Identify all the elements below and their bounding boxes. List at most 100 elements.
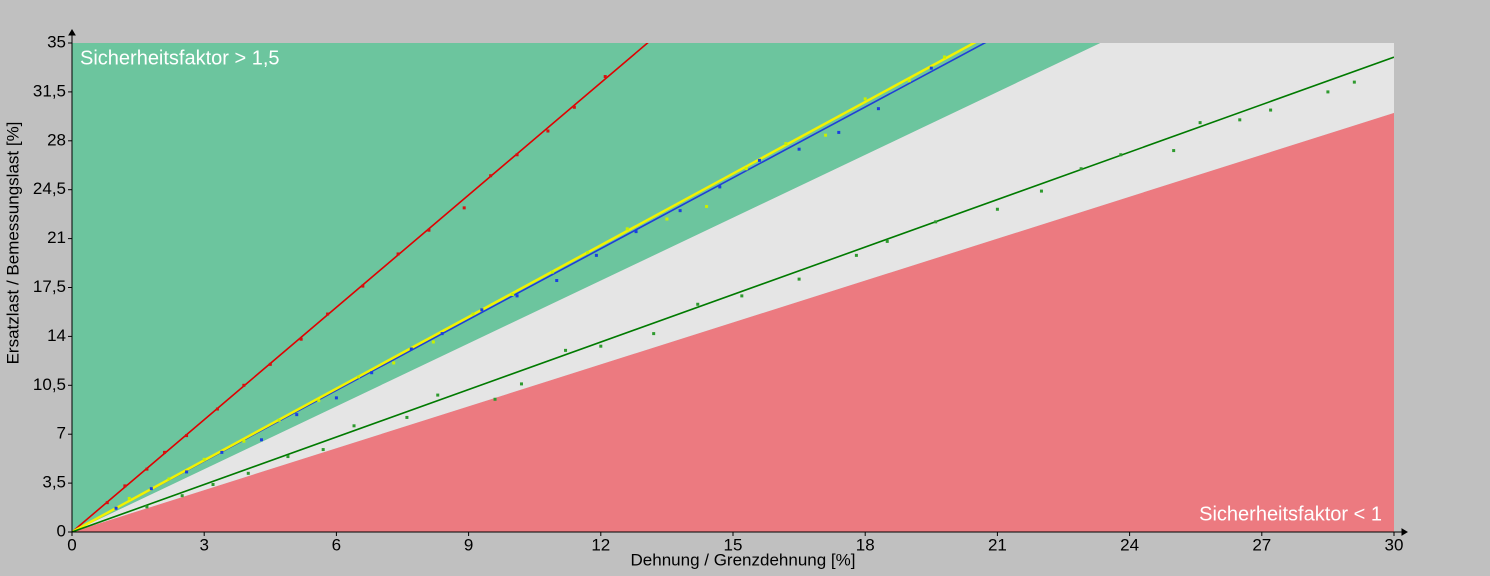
fit-line <box>72 56 1394 532</box>
point <box>493 397 497 401</box>
point <box>995 207 999 211</box>
point <box>392 361 396 365</box>
point <box>718 185 722 189</box>
point <box>370 371 374 375</box>
y-tick-label: 21 <box>47 228 66 247</box>
x-tick-label: 21 <box>988 535 1007 554</box>
point <box>696 302 700 306</box>
point <box>352 424 356 428</box>
point <box>515 153 519 157</box>
point <box>885 239 889 243</box>
y-tick-label: 3,5 <box>42 473 66 492</box>
point <box>286 455 290 459</box>
point <box>929 66 933 70</box>
point <box>564 348 568 352</box>
point <box>678 209 682 213</box>
point <box>326 312 330 316</box>
point <box>246 471 250 475</box>
point <box>652 332 656 336</box>
point <box>215 407 219 411</box>
point <box>299 337 303 341</box>
point <box>550 270 554 274</box>
point <box>242 383 246 387</box>
y-tick-label: 10,5 <box>33 375 66 394</box>
point <box>409 347 413 351</box>
point <box>180 494 184 498</box>
point <box>167 477 171 481</box>
point <box>837 130 841 134</box>
point <box>1238 118 1242 122</box>
point <box>471 312 475 316</box>
point <box>259 438 263 442</box>
y-tick-label: 35 <box>47 32 66 51</box>
x-tick-label: 30 <box>1385 535 1404 554</box>
region <box>72 43 1394 532</box>
point <box>202 457 206 461</box>
point <box>555 279 559 283</box>
annotation: Sicherheitsfaktor > 1,5 <box>80 47 280 69</box>
point <box>744 167 748 171</box>
point <box>511 292 515 296</box>
point <box>185 434 189 438</box>
point <box>123 484 127 488</box>
y-tick-label: 0 <box>57 521 66 540</box>
point <box>854 253 858 257</box>
x-tick-label: 12 <box>591 535 610 554</box>
x-axis <box>72 528 1408 536</box>
point <box>784 142 788 146</box>
x-tick-label: 3 <box>199 535 208 554</box>
point <box>757 158 761 162</box>
point <box>220 450 224 454</box>
point <box>634 230 638 234</box>
point <box>242 439 246 443</box>
point <box>211 482 215 486</box>
point <box>546 129 550 133</box>
point <box>1172 149 1176 153</box>
point <box>321 448 325 452</box>
point <box>1326 90 1330 94</box>
x-tick-label: 24 <box>1120 535 1139 554</box>
point <box>824 133 828 137</box>
y-tick-label: 14 <box>47 326 66 345</box>
point <box>149 487 153 491</box>
point <box>356 375 360 379</box>
point <box>1079 167 1083 171</box>
point <box>440 332 444 336</box>
point <box>295 413 299 417</box>
fit-line <box>72 43 977 532</box>
point <box>489 174 493 178</box>
point <box>907 79 911 83</box>
point <box>436 393 440 397</box>
x-tick-label: 27 <box>1252 535 1271 554</box>
point <box>145 467 149 471</box>
point <box>797 277 801 281</box>
region <box>72 43 1101 532</box>
y-tick-label: 7 <box>57 424 66 443</box>
point <box>594 253 598 257</box>
point <box>361 284 365 288</box>
point <box>863 97 867 101</box>
point <box>462 206 466 210</box>
point <box>427 228 431 232</box>
point <box>876 107 880 111</box>
point <box>1352 80 1356 84</box>
y-axis-label: Ersatzlast / Bemessungslast [%] <box>3 122 22 365</box>
point <box>185 470 189 474</box>
x-tick-label: 6 <box>332 535 341 554</box>
point <box>603 75 607 79</box>
point <box>1039 189 1043 193</box>
x-tick-label: 18 <box>856 535 875 554</box>
point <box>480 308 484 312</box>
point <box>572 105 576 109</box>
annotation: Sicherheitsfaktor < 1 <box>1199 503 1382 525</box>
y-tick-label: 24,5 <box>33 179 66 198</box>
point <box>1269 108 1273 112</box>
point <box>519 382 523 386</box>
point <box>943 55 947 59</box>
x-tick-label: 15 <box>724 535 743 554</box>
point <box>268 362 272 366</box>
point <box>797 147 801 151</box>
point <box>145 505 149 509</box>
point <box>934 220 938 224</box>
